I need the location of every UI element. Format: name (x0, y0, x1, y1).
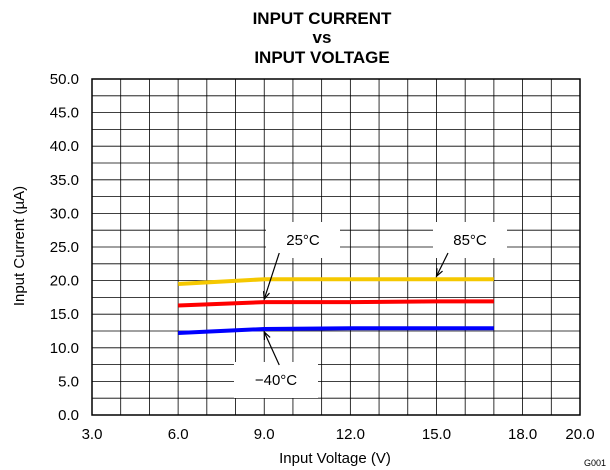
x-tick-labels: 3.0 6.0 9.0 12.0 15.0 18.0 20.0 (82, 426, 595, 443)
x-tick-label: 12.0 (336, 426, 365, 443)
annotation-box (433, 222, 507, 258)
y-tick-label: 50.0 (50, 71, 79, 88)
y-tick-label: 25.0 (50, 239, 79, 256)
plot-frame (91, 78, 581, 416)
y-tick-label: 5.0 (58, 373, 79, 390)
annotation-box (266, 222, 340, 258)
y-axis-label: Input Current (µA) (11, 186, 28, 306)
annotation-box (234, 362, 318, 398)
series-line (178, 277, 494, 286)
x-tick-label: 3.0 (82, 426, 103, 443)
chart-title-line-2: vs (313, 28, 332, 47)
annotation-label: 85°C (453, 232, 487, 249)
annotation-arrowhead (262, 291, 270, 301)
x-tick-label: 18.0 (508, 426, 537, 443)
annotation-arrowhead (263, 330, 271, 340)
x-axis-label: Input Voltage (V) (279, 450, 391, 467)
y-tick-labels: 0.0 5.0 10.0 15.0 20.0 25.0 30.0 35.0 40.0 45.0 50… (50, 71, 79, 424)
annotation-label: −40°C (255, 372, 297, 389)
y-tick-label: 45.0 (50, 105, 79, 122)
series-line (178, 326, 494, 336)
y-tick-label: 30.0 (50, 205, 79, 222)
annotation-arrow (263, 331, 280, 366)
series-line (178, 299, 494, 308)
figure-code: G001 (584, 458, 606, 468)
y-tick-label: 40.0 (50, 138, 79, 155)
x-tick-label: 9.0 (254, 426, 275, 443)
annotation-arrowhead (435, 268, 443, 278)
annotations: 25°C 85°C −40°C (234, 222, 507, 398)
annotation-arrow (435, 252, 449, 277)
x-tick-label: 20.0 (565, 426, 594, 443)
annotation-label: 25°C (286, 232, 320, 249)
y-tick-label: 20.0 (50, 273, 79, 290)
chart-title-line-1: INPUT CURRENT (253, 9, 392, 28)
y-tick-label: 0.0 (58, 407, 79, 424)
y-tick-label: 15.0 (50, 306, 79, 323)
y-tick-label: 35.0 (50, 172, 79, 189)
annotation-arrow (263, 252, 280, 300)
x-tick-label: 15.0 (422, 426, 451, 443)
y-tick-label: 10.0 (50, 340, 79, 357)
chart-title-line-3: INPUT VOLTAGE (254, 48, 389, 67)
x-tick-label: 6.0 (168, 426, 189, 443)
series-layer (178, 277, 494, 336)
